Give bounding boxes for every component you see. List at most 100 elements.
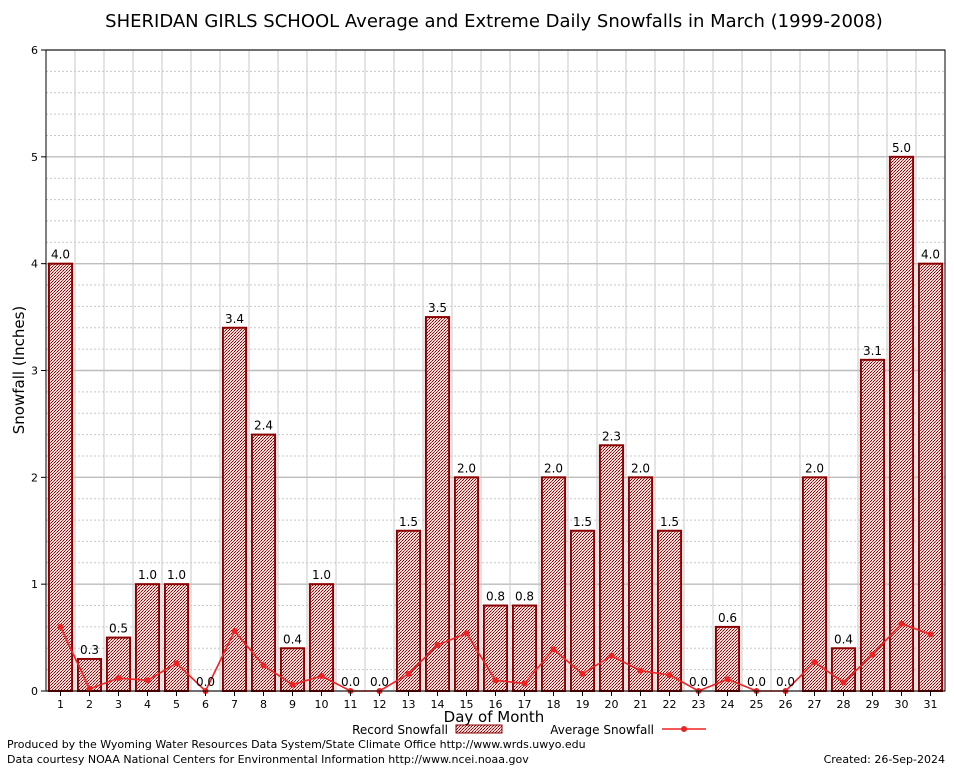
x-tick-label-31: 31 bbox=[924, 698, 938, 711]
bar-value-label-day-23: 0.0 bbox=[689, 675, 708, 689]
y-tick-label-1: 1 bbox=[31, 578, 38, 591]
x-tick-label-22: 22 bbox=[663, 698, 677, 711]
x-tick-label-26: 26 bbox=[779, 698, 793, 711]
bar-day-14 bbox=[424, 316, 451, 692]
average-point-day-2 bbox=[86, 685, 93, 692]
x-tick-label-12: 12 bbox=[373, 698, 387, 711]
x-tick-label-11: 11 bbox=[344, 698, 358, 711]
legend-label-record: Record Snowfall bbox=[352, 723, 448, 737]
bar-value-label-day-11: 0.0 bbox=[341, 675, 360, 689]
bar-value-label-day-4: 1.0 bbox=[138, 568, 157, 582]
average-point-day-4 bbox=[144, 677, 151, 684]
bar-value-label-day-7: 3.4 bbox=[225, 312, 244, 326]
x-tick-label-2: 2 bbox=[86, 698, 93, 711]
average-point-day-7 bbox=[231, 628, 238, 635]
y-tick-label-0: 0 bbox=[31, 685, 38, 698]
bar-value-label-day-26: 0.0 bbox=[776, 675, 795, 689]
x-tick-label-17: 17 bbox=[518, 698, 532, 711]
average-point-day-17 bbox=[521, 680, 528, 687]
x-tick-label-6: 6 bbox=[202, 698, 209, 711]
bar-day-13 bbox=[395, 529, 422, 692]
x-tick-label-23: 23 bbox=[692, 698, 706, 711]
bar-day-30 bbox=[888, 155, 915, 693]
average-point-day-8 bbox=[260, 662, 267, 669]
average-point-day-24 bbox=[724, 676, 731, 683]
chart-title: SHERIDAN GIRLS SCHOOL Average and Extrem… bbox=[105, 11, 883, 32]
y-axis-title: Snowfall (Inches) bbox=[10, 306, 28, 434]
bar-value-label-day-27: 2.0 bbox=[805, 461, 824, 475]
x-tick-label-9: 9 bbox=[289, 698, 296, 711]
y-tick-label-4: 4 bbox=[31, 258, 38, 271]
bar-value-label-day-30: 5.0 bbox=[892, 141, 911, 155]
bar-day-3 bbox=[105, 636, 132, 692]
x-tick-label-20: 20 bbox=[605, 698, 619, 711]
bar-day-5 bbox=[163, 583, 190, 693]
x-tick-label-7: 7 bbox=[231, 698, 238, 711]
bar-value-label-day-25: 0.0 bbox=[747, 675, 766, 689]
x-tick-label-13: 13 bbox=[402, 698, 416, 711]
bar-value-labels: 4.0 0.3 0.5 1.0 1.0 0.0 3.4 2.4 0.4 1.0 0.0 0.0 1.5 3… bbox=[51, 141, 940, 689]
average-point-day-30 bbox=[898, 620, 905, 627]
x-tick-label-18: 18 bbox=[547, 698, 561, 711]
bar-value-label-day-6: 0.0 bbox=[196, 675, 215, 689]
bar-day-8 bbox=[250, 433, 277, 692]
bar-value-label-day-8: 2.4 bbox=[254, 419, 273, 433]
bar-day-17 bbox=[511, 604, 538, 692]
legend-marker-average bbox=[681, 726, 687, 732]
bar-value-label-day-15: 2.0 bbox=[457, 461, 476, 475]
y-tick-label-3: 3 bbox=[31, 365, 38, 378]
x-tick-label-16: 16 bbox=[489, 698, 503, 711]
x-tick-label-25: 25 bbox=[750, 698, 764, 711]
x-tick-label-8: 8 bbox=[260, 698, 267, 711]
average-point-day-1 bbox=[57, 623, 64, 630]
footer-courtesy: Data courtesy NOAA National Centers for … bbox=[7, 753, 529, 766]
average-point-day-9 bbox=[289, 681, 296, 688]
bar-value-label-day-12: 0.0 bbox=[370, 675, 389, 689]
x-tick-label-27: 27 bbox=[808, 698, 822, 711]
average-point-day-22 bbox=[666, 671, 673, 678]
average-point-day-31 bbox=[927, 631, 934, 638]
x-tick-label-14: 14 bbox=[431, 698, 445, 711]
legend-label-average: Average Snowfall bbox=[550, 723, 654, 737]
average-point-day-28 bbox=[840, 679, 847, 686]
y-tick-label-2: 2 bbox=[31, 471, 38, 484]
bar-value-label-day-16: 0.8 bbox=[486, 590, 505, 604]
footer-created: Created: 26-Sep-2024 bbox=[824, 753, 945, 766]
x-tick-label-15: 15 bbox=[460, 698, 474, 711]
x-tick-label-4: 4 bbox=[144, 698, 151, 711]
bar-value-label-day-13: 1.5 bbox=[399, 515, 418, 529]
bar-day-31 bbox=[917, 262, 944, 692]
x-tick-label-30: 30 bbox=[895, 698, 909, 711]
average-point-day-10 bbox=[318, 673, 325, 680]
bar-value-label-day-1: 4.0 bbox=[51, 248, 70, 262]
bar-value-label-day-14: 3.5 bbox=[428, 301, 447, 315]
bar-day-27 bbox=[801, 476, 828, 693]
average-point-day-14 bbox=[434, 642, 441, 649]
bar-value-label-day-24: 0.6 bbox=[718, 611, 737, 625]
x-tick-label-21: 21 bbox=[634, 698, 648, 711]
bar-day-29 bbox=[859, 358, 886, 692]
average-point-day-5 bbox=[173, 660, 180, 667]
average-point-day-29 bbox=[869, 651, 876, 658]
bar-value-label-day-20: 2.3 bbox=[602, 429, 621, 443]
bar-value-label-day-22: 1.5 bbox=[660, 515, 679, 529]
bar-value-label-day-28: 0.4 bbox=[834, 632, 853, 646]
bar-value-label-day-31: 4.0 bbox=[921, 248, 940, 262]
bar-day-15 bbox=[453, 476, 480, 693]
y-tick-label-5: 5 bbox=[31, 151, 38, 164]
average-point-day-3 bbox=[115, 675, 122, 682]
y-tick-label-6: 6 bbox=[31, 44, 38, 57]
bar-value-label-day-17: 0.8 bbox=[515, 590, 534, 604]
bar-value-label-day-18: 2.0 bbox=[544, 461, 563, 475]
average-point-day-27 bbox=[811, 659, 818, 666]
x-tick-label-29: 29 bbox=[866, 698, 880, 711]
average-point-day-19 bbox=[579, 670, 586, 677]
bar-value-label-day-3: 0.5 bbox=[109, 622, 128, 636]
bar-value-label-day-5: 1.0 bbox=[167, 568, 186, 582]
bar-value-label-day-9: 0.4 bbox=[283, 632, 302, 646]
x-tick-label-3: 3 bbox=[115, 698, 122, 711]
bar-day-21 bbox=[627, 476, 654, 693]
legend-swatch-record bbox=[455, 724, 503, 734]
